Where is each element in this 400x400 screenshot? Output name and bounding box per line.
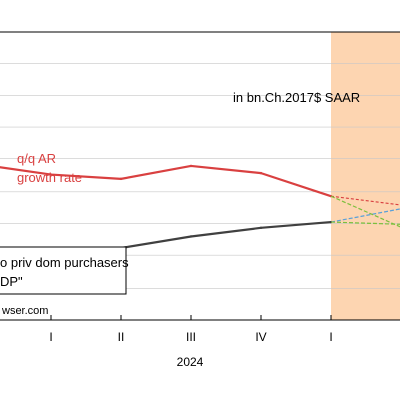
level-series-label: in bn.Ch.2017$ SAAR: [233, 90, 360, 105]
x-tick-label-4: IV: [255, 330, 266, 344]
series-1-point-4: [259, 171, 263, 175]
series-1-point-2: [119, 177, 123, 181]
legend-text-line1: o priv dom purchasers: [0, 255, 129, 270]
legend-text-line2: DP": [0, 274, 23, 289]
shaded-region-layer: [331, 32, 400, 320]
forecast-line-0: [330, 208, 400, 223]
x-tick-label-5: I: [329, 330, 332, 344]
x-tick-label-2: II: [118, 330, 125, 344]
series-0-point-4: [259, 226, 263, 230]
x-tick-label-3: III: [186, 330, 196, 344]
series-1-point-3: [189, 164, 193, 168]
legend-box: [0, 246, 127, 295]
forecast-line-2: [330, 195, 400, 206]
source-credit: wser.com: [1, 305, 48, 317]
growth-series-label-line2: growth rate: [17, 170, 82, 185]
forecast-shaded-region: [331, 32, 400, 320]
series-0-point-3: [189, 235, 193, 238]
x-tick-label-1: I: [49, 330, 52, 344]
growth-series-label-line1: q/q AR: [17, 151, 56, 166]
series-line-1: [0, 164, 332, 198]
forecast-line-1: [330, 221, 400, 225]
year-label-0: 2024: [177, 355, 204, 369]
series-1-point-1: [49, 173, 53, 176]
forecast-line-3: [330, 195, 400, 228]
